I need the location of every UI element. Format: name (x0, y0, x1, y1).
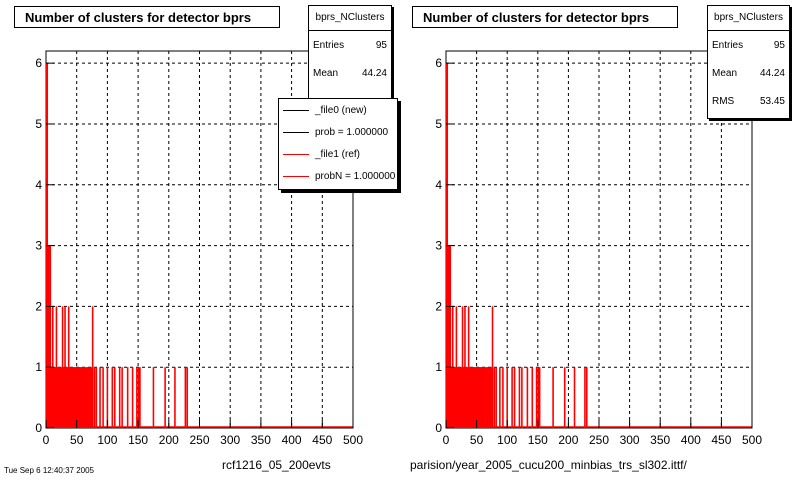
left-histogram-plot: 0 50 100 150 200 250 300 350 400 450 500 0 1 2 3 4 5 6 (35, 50, 363, 447)
timestamp-text: Tue Sep 6 12:40:37 2005 (4, 466, 94, 475)
legend-entry-probn: probN = 1.000000 (279, 165, 397, 187)
legend-line-red (283, 153, 309, 155)
x-tick-label: 450 (711, 433, 731, 447)
x-tick-label: 250 (189, 433, 209, 447)
x-tick-label: 50 (470, 433, 484, 447)
right-histogram-plot: 0 50 100 150 200 250 300 350 400 450 500 0 1 2 3 4 5 6 (435, 50, 762, 447)
x-tick-label: 50 (70, 433, 84, 447)
left-stats-entries-label: Entries (313, 39, 345, 51)
left-stats-mean-row: Mean 44.24 (309, 59, 391, 87)
right-pad: 0 50 100 150 200 250 300 350 400 450 500 0 1 2 3 4 5 6 Nu… (400, 0, 800, 472)
x-tick-label: 300 (220, 433, 240, 447)
x-tick-label: 500 (742, 433, 762, 447)
right-stats-mean-row: Mean 44.24 (708, 59, 789, 87)
x-tick-label: 400 (681, 433, 701, 447)
x-tick-label: 350 (650, 433, 670, 447)
legend-entry-file0: _file0 (new) (279, 99, 397, 121)
y-tick-label: 1 (435, 360, 442, 374)
right-stats-rms-label: RMS (712, 95, 735, 107)
left-stats-name: bprs_NClusters (309, 6, 391, 31)
right-plot-title: Number of clusters for detector bprs (412, 6, 678, 28)
right-stats-entries-label: Entries (712, 39, 744, 51)
right-stats-name: bprs_NClusters (708, 6, 789, 31)
right-stats-rms-value: 53.45 (759, 95, 785, 107)
x-tick-label: 100 (497, 433, 517, 447)
y-tick-label: 3 (35, 239, 42, 253)
legend-line-black (283, 109, 309, 111)
y-tick-label: 4 (35, 178, 42, 192)
y-tick-label: 4 (435, 178, 442, 192)
right-stats-entries-row: Entries 95 (708, 31, 789, 59)
x-tick-label: 0 (43, 433, 50, 447)
y-tick-label: 2 (35, 299, 42, 313)
x-tick-label: 0 (443, 433, 450, 447)
y-tick-label: 1 (35, 360, 42, 374)
x-tick-label: 250 (589, 433, 609, 447)
legend-text-file1: _file1 (ref) (315, 148, 361, 160)
y-tick-label: 6 (35, 56, 42, 70)
y-tick-label: 5 (35, 117, 42, 131)
left-legend: _file0 (new) prob = 1.000000 _file1 (ref… (278, 98, 398, 190)
x-tick-label: 500 (343, 433, 363, 447)
y-tick-label: 2 (435, 299, 442, 313)
x-tick-label: 100 (97, 433, 117, 447)
x-tick-label: 150 (128, 433, 148, 447)
left-footer-text: rcf1216_05_200evts (222, 458, 331, 472)
x-tick-label: 150 (528, 433, 548, 447)
right-stats-mean-value: 44.24 (759, 67, 785, 79)
x-tick-label: 450 (312, 433, 332, 447)
y-tick-label: 5 (435, 117, 442, 131)
x-tick-label: 300 (620, 433, 640, 447)
legend-text-probn: probN = 1.000000 (315, 170, 396, 182)
x-tick-label: 200 (558, 433, 578, 447)
legend-text-prob: prob = 1.000000 (315, 126, 389, 138)
y-tick-label: 0 (435, 421, 442, 435)
left-plot-title: Number of clusters for detector bprs (14, 6, 280, 28)
left-stats-mean-label: Mean (313, 67, 339, 79)
left-stats-box: bprs_NClusters Entries 95 Mean 44.24 (308, 5, 392, 99)
y-tick-label: 6 (435, 56, 442, 70)
y-tick-label: 3 (435, 239, 442, 253)
left-stats-mean-value: 44.24 (361, 67, 387, 79)
right-stats-box: bprs_NClusters Entries 95 Mean 44.24 RMS… (707, 5, 790, 119)
right-footer-text: parision/year_2005_cucu200_minbias_trs_s… (410, 458, 687, 472)
x-tick-label: 400 (282, 433, 302, 447)
legend-text-file0: _file0 (new) (315, 104, 367, 116)
legend-line-black (283, 131, 309, 133)
right-stats-entries-value: 95 (773, 39, 785, 51)
right-stats-mean-label: Mean (712, 67, 738, 79)
x-tick-label: 350 (251, 433, 271, 447)
left-stats-entries-row: Entries 95 (309, 31, 391, 59)
legend-entry-prob: prob = 1.000000 (279, 121, 397, 143)
legend-line-red (283, 175, 309, 177)
x-tick-label: 200 (159, 433, 179, 447)
right-stats-rms-row: RMS 53.45 (708, 87, 789, 115)
legend-entry-file1: _file1 (ref) (279, 143, 397, 165)
left-pad: 0 50 100 150 200 250 300 350 400 450 500 0 1 2 3 4 5 6 Nu… (0, 0, 400, 472)
left-stats-entries-value: 95 (375, 39, 387, 51)
y-tick-label: 0 (35, 421, 42, 435)
